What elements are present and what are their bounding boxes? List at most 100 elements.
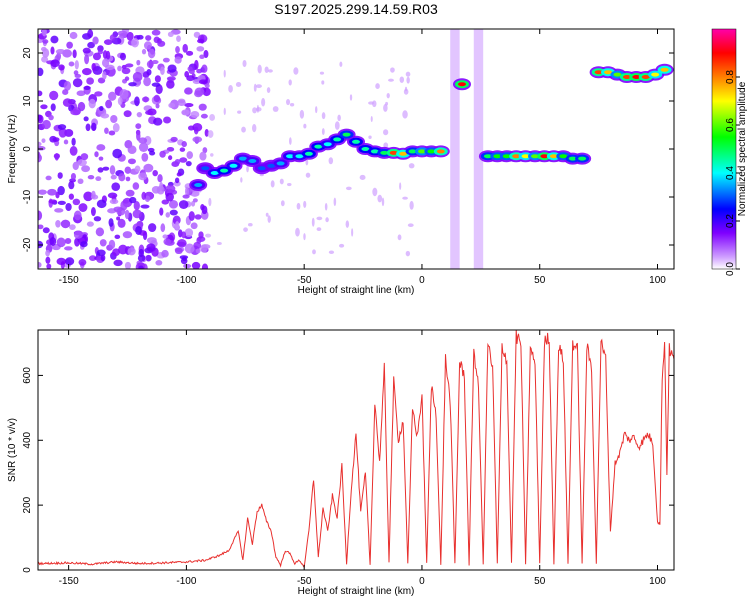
noise-blob — [168, 200, 179, 209]
noise-blob — [200, 113, 208, 119]
noise-blob — [112, 123, 120, 133]
noise-blob — [80, 153, 89, 161]
noise-blob — [108, 208, 115, 214]
noise-blob — [49, 237, 57, 246]
noise-blob — [109, 198, 119, 205]
noise-blob — [143, 41, 152, 50]
noise-blob — [57, 200, 66, 206]
noise-blob — [138, 172, 148, 181]
noise-blob — [303, 200, 307, 208]
noise-blob — [186, 50, 194, 56]
y-tick-label: 200 — [22, 496, 33, 513]
noise-blob — [54, 208, 64, 213]
spectrogram-marks — [38, 29, 674, 269]
noise-blob — [178, 200, 189, 209]
snr-axes: -150 -100 -50 0 50 100 0 200 400 600 — [22, 330, 674, 587]
noise-blob — [198, 79, 208, 85]
x-tick-label: -50 — [297, 576, 312, 587]
noise-blob — [337, 114, 341, 122]
noise-blob — [334, 121, 340, 130]
noise-blob — [264, 66, 269, 73]
noise-blob — [195, 248, 201, 254]
noise-blob — [62, 89, 69, 96]
noise-blob — [38, 153, 42, 163]
noise-blob — [73, 230, 83, 239]
noise-blob — [86, 221, 94, 227]
noise-blob — [38, 114, 44, 124]
noise-blob — [188, 211, 195, 221]
noise-blob — [58, 127, 67, 138]
noise-blob — [177, 238, 187, 248]
ridge-point — [267, 163, 276, 168]
ridge-point — [210, 171, 219, 175]
noise-blob — [160, 223, 166, 233]
noise-blob — [97, 45, 104, 52]
noise-blob — [235, 81, 242, 88]
noise-blob — [80, 241, 88, 248]
noise-blob — [72, 161, 79, 171]
ridge-point — [483, 154, 492, 159]
ridge-point — [512, 154, 521, 159]
noise-blob — [315, 106, 318, 114]
noise-blob — [295, 227, 300, 237]
noise-blob — [157, 174, 163, 183]
noise-blob — [241, 126, 246, 133]
noise-blob — [50, 59, 60, 68]
noise-blob — [223, 69, 226, 78]
noise-blob — [135, 225, 142, 235]
noise-blob — [82, 68, 92, 76]
noise-blob — [110, 174, 117, 180]
noise-blob — [312, 249, 316, 255]
noise-blob — [136, 34, 144, 40]
noise-blob — [279, 178, 284, 185]
noise-blob — [339, 61, 343, 67]
noise-blob — [88, 255, 97, 261]
ridge-point — [370, 149, 379, 154]
noise-blob — [305, 172, 311, 178]
noise-blob — [162, 234, 168, 239]
noise-blob — [141, 191, 147, 200]
noise-blob — [205, 233, 212, 238]
noise-blob — [81, 165, 90, 173]
noise-blob — [103, 39, 113, 45]
noise-blob — [45, 175, 52, 181]
noise-blob — [50, 35, 59, 44]
noise-blob — [177, 229, 183, 238]
noise-blob — [193, 126, 199, 135]
noise-blob — [96, 144, 106, 151]
noise-blob — [110, 115, 118, 124]
noise-blob — [170, 136, 178, 142]
noise-blob — [38, 240, 44, 249]
noise-blob — [339, 243, 345, 248]
noise-blob — [155, 103, 160, 109]
noise-blob — [160, 66, 165, 76]
noise-blob — [280, 200, 285, 207]
noise-blob — [141, 152, 149, 162]
x-tick-label: 50 — [534, 576, 546, 587]
noise-blob — [73, 210, 82, 221]
noise-blob — [174, 56, 182, 64]
noise-blob — [60, 219, 71, 229]
noise-blob — [50, 103, 56, 112]
ridge-point — [314, 144, 323, 149]
noise-blob — [159, 150, 166, 158]
noise-blob — [157, 40, 166, 47]
noise-blob — [141, 96, 150, 103]
noise-blob — [77, 101, 86, 112]
ridge-point — [651, 72, 660, 77]
colorbar-label: Normalized spectral amplitude — [737, 81, 748, 216]
ridge-point — [549, 154, 558, 159]
colorbar-tick-label: 0.2 — [725, 214, 736, 228]
noise-blob — [94, 151, 99, 158]
noise-blob — [288, 79, 292, 86]
noise-blob — [119, 52, 127, 61]
noise-blob — [118, 244, 128, 255]
noise-blob — [87, 41, 95, 49]
noise-blob — [132, 209, 142, 219]
noise-blob — [194, 214, 202, 220]
noise-blob — [128, 82, 137, 87]
noise-blob — [38, 210, 43, 221]
colorbar-ticks: 0.0 0.2 0.4 0.6 0.8 — [725, 70, 740, 276]
noise-blob — [76, 90, 86, 97]
noise-blob — [108, 218, 114, 227]
